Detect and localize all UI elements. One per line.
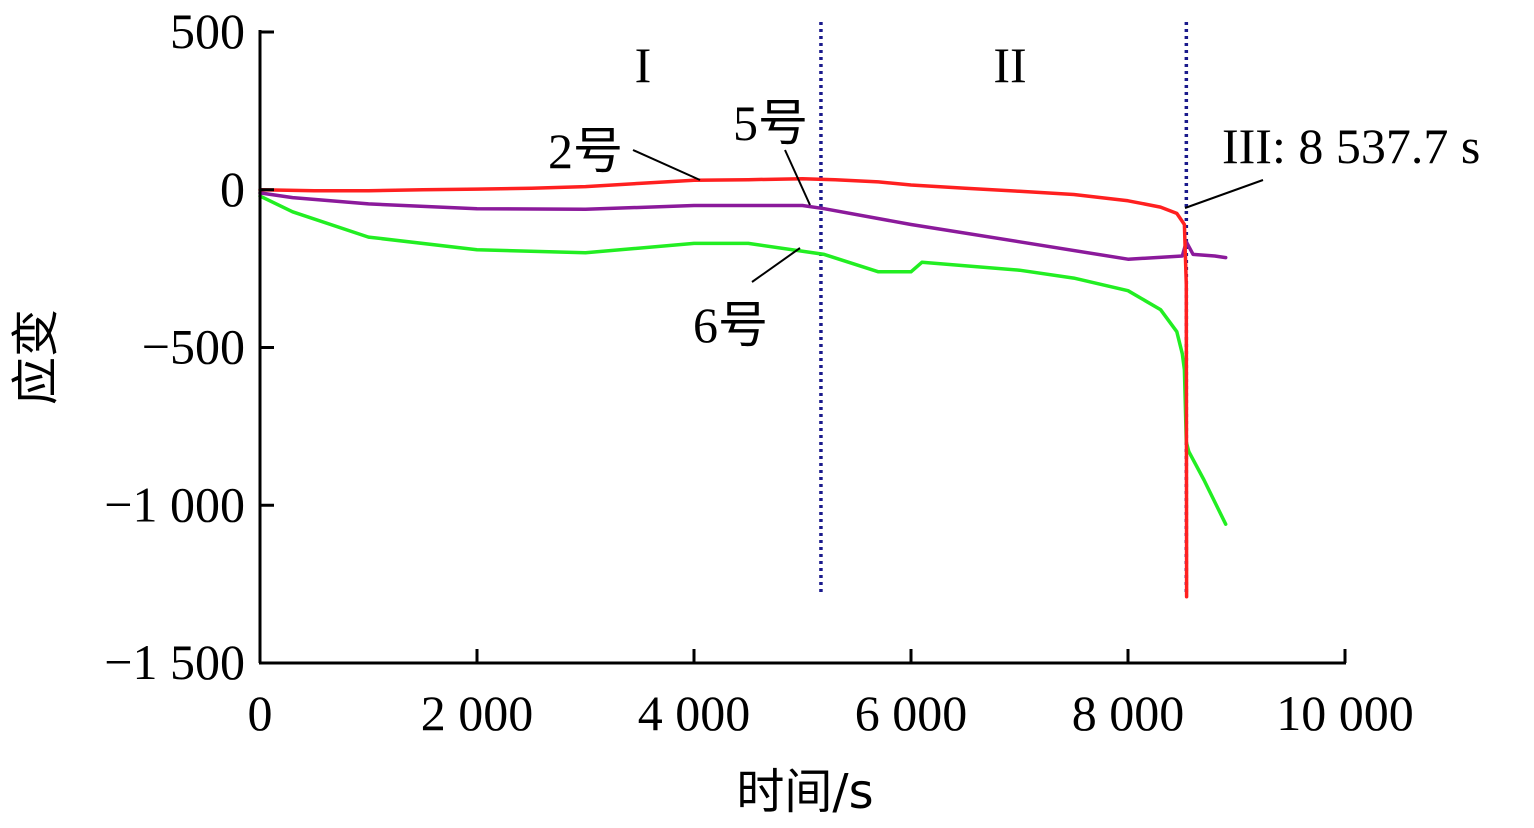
- series-lines: [258, 176, 1228, 599]
- series-label-2: 2号: [548, 123, 701, 181]
- y-tick-label: −1 500: [104, 634, 245, 690]
- region-2-label: II: [993, 37, 1026, 93]
- y-tick-label: −500: [142, 319, 245, 375]
- leader-line-3: [1184, 179, 1264, 209]
- x-tick-label: 8 000: [1072, 685, 1185, 741]
- series-line-2: [258, 191, 1228, 261]
- series-line-3: [258, 194, 1228, 526]
- x-ticks: 0 2 000 4 000 6 000 8 000 10 000: [248, 649, 1414, 741]
- leader-line-2: [632, 149, 701, 181]
- x-tick-label: 6 000: [855, 685, 968, 741]
- series-label-5-text: 5号: [733, 95, 808, 151]
- x-tick-label: 4 000: [638, 685, 751, 741]
- series-label-5: 5号: [733, 95, 811, 206]
- leader-line-5: [784, 149, 811, 206]
- series-label-6-text: 6号: [693, 297, 768, 353]
- series-label-2-text: 2号: [548, 123, 623, 179]
- y-axis-title: 应变: [8, 309, 64, 405]
- leader-line-6: [751, 247, 801, 283]
- x-tick-label: 2 000: [421, 685, 534, 741]
- x-tick-label: 10 000: [1276, 685, 1414, 741]
- region-3-label: III: 8 537.7 s: [1222, 118, 1480, 174]
- y-ticks: 500 0 −500 −1 000 −1 500: [104, 3, 274, 690]
- y-tick-label: −1 000: [104, 476, 245, 532]
- x-tick-label: 0: [248, 685, 273, 741]
- y-tick-label: 0: [220, 161, 245, 217]
- x-axis-title: 时间/s: [736, 764, 873, 820]
- y-tick-label: 500: [170, 3, 245, 59]
- region-1-label: I: [635, 37, 652, 93]
- series-line-1: [258, 176, 1189, 599]
- series-label-6: 6号: [693, 247, 801, 353]
- phase-boundary-lines: [819, 22, 1189, 596]
